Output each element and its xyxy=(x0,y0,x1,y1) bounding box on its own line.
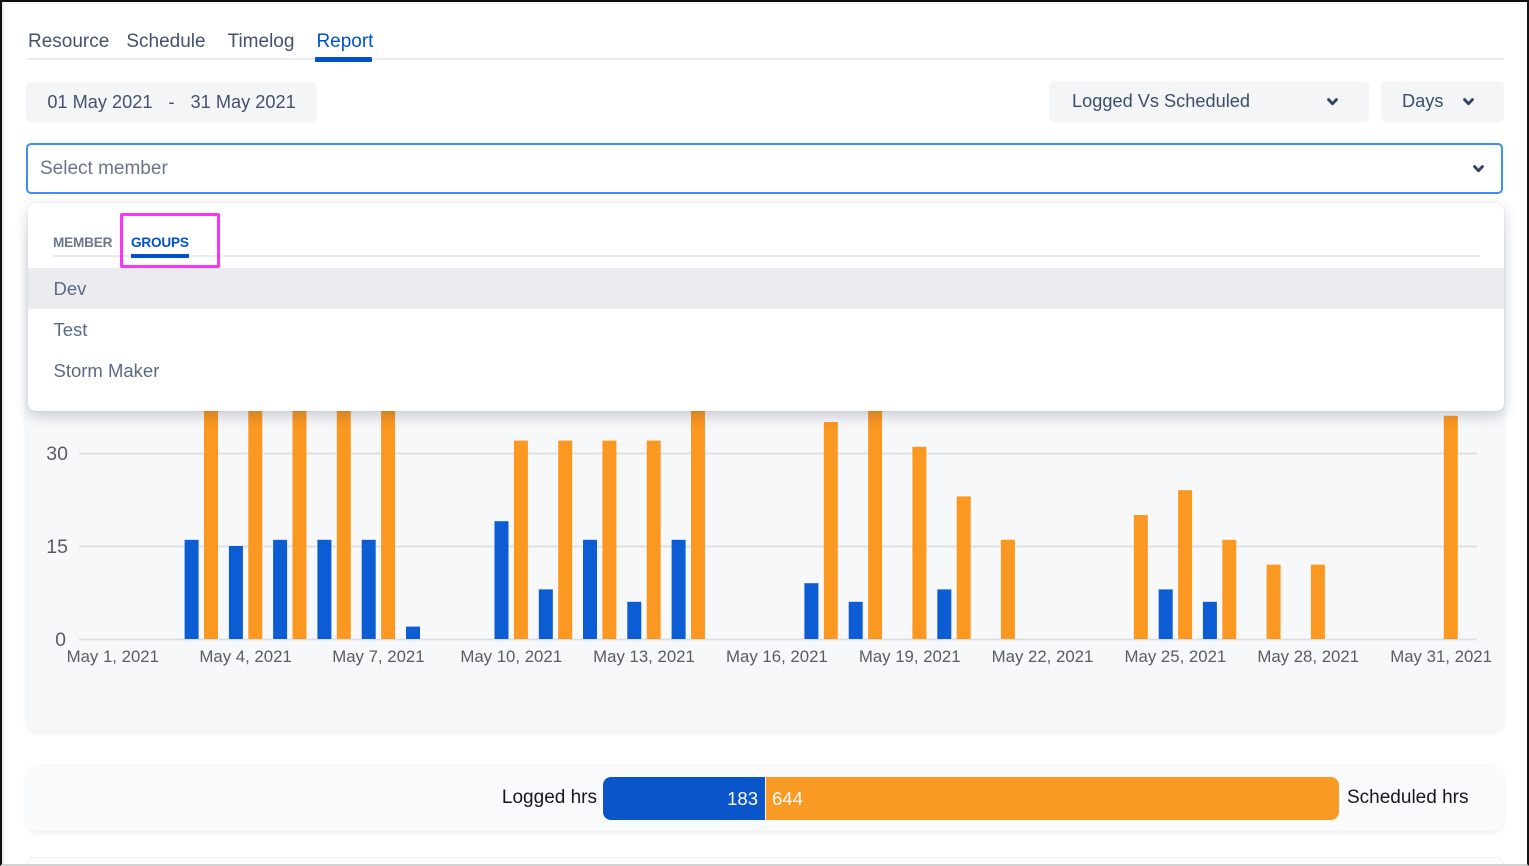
svg-text:May 1, 2021: May 1, 2021 xyxy=(67,647,159,666)
svg-text:0: 0 xyxy=(55,629,66,651)
svg-text:May 7, 2021: May 7, 2021 xyxy=(332,647,424,666)
svg-text:May 22, 2021: May 22, 2021 xyxy=(992,647,1094,666)
svg-text:May 4, 2021: May 4, 2021 xyxy=(199,647,291,666)
svg-text:May 28, 2021: May 28, 2021 xyxy=(1257,647,1359,666)
svg-text:15: 15 xyxy=(46,536,68,558)
svg-text:30: 30 xyxy=(46,443,68,465)
svg-text:May 10, 2021: May 10, 2021 xyxy=(460,647,562,666)
svg-text:May 13, 2021: May 13, 2021 xyxy=(593,647,695,666)
svg-text:May 31, 2021: May 31, 2021 xyxy=(1390,647,1492,666)
svg-text:May 25, 2021: May 25, 2021 xyxy=(1125,647,1227,666)
svg-text:May 16, 2021: May 16, 2021 xyxy=(726,647,828,666)
svg-text:May 19, 2021: May 19, 2021 xyxy=(859,647,961,666)
